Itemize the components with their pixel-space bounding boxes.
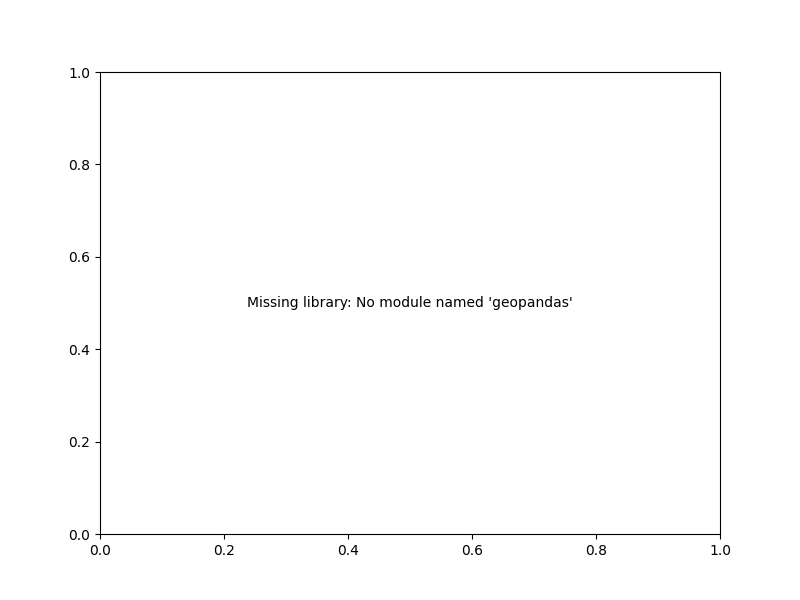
Text: Missing library: No module named 'geopandas': Missing library: No module named 'geopan… <box>247 296 573 310</box>
